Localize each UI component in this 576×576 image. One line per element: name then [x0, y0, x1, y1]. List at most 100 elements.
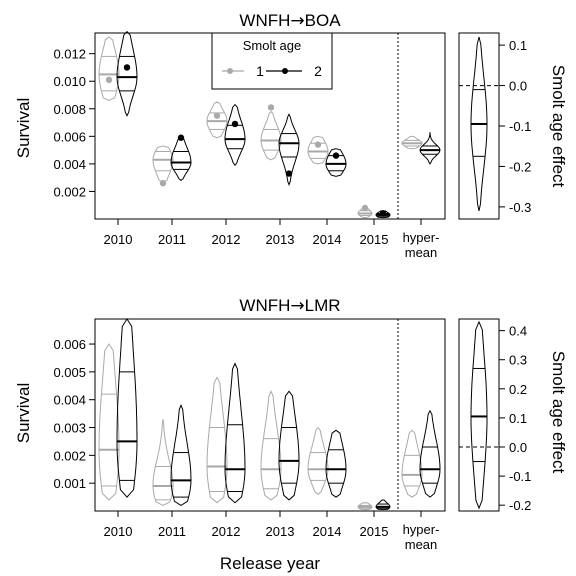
effect-y-tick-label: -0.3	[509, 200, 531, 215]
observed-point-age2-2013	[285, 170, 293, 177]
legend-entry-age2: 2	[266, 63, 322, 79]
y-tick-label: 0.001	[53, 476, 86, 491]
x-tick-label-hypermean-2: mean	[405, 537, 438, 552]
effect-y-tick-label: 0.0	[509, 440, 527, 455]
x-tick-label-hypermean-2: mean	[405, 245, 438, 260]
observed-point-age1-2011	[159, 179, 167, 187]
violin-age1-hyper-mean	[401, 429, 423, 498]
observed-point-age1-2013	[267, 104, 275, 111]
violin-age2-2012	[224, 103, 246, 167]
bottom-effect-frame	[458, 318, 500, 512]
x-axis-label: Release year	[220, 554, 321, 573]
violin-age1-2010	[98, 36, 120, 102]
x-tick-label-2013: 2013	[266, 524, 295, 539]
bottom-right-ylabel: Smolt age effect	[549, 351, 568, 474]
observed-point-age1-2015	[361, 204, 369, 212]
effect-y-tick-label: 0.1	[509, 38, 527, 53]
x-tick-label-2011: 2011	[158, 232, 186, 247]
observed-point-age2-2011	[177, 134, 185, 141]
bottom-effect-axis: 0.4 0.3 0.2 0.1 0.0 -0.1 -0.2	[499, 324, 531, 513]
legend-title: Smolt age	[243, 38, 302, 53]
x-tick-label-2014: 2014	[313, 232, 342, 247]
effect-y-tick-label: 0.4	[509, 324, 527, 339]
y-tick-label: 0.012	[53, 47, 86, 62]
legend-label-age1: 1	[256, 63, 264, 79]
violin-age2-2015	[375, 499, 391, 511]
violin-age1-2013	[260, 390, 282, 501]
observed-point-age2-2014	[332, 152, 340, 159]
violin-age2-2012	[224, 362, 246, 504]
x-tick-label-hypermean-1: hyper-	[403, 522, 440, 537]
violin-age2-hyper-mean	[419, 132, 441, 165]
x-tick-label-2011: 2011	[158, 524, 186, 539]
effect-violin	[470, 320, 488, 510]
violin-age1-2012	[206, 376, 228, 504]
bottom-x-axis: 2010 2011 2012 2013 2014 2015 hyper-mean	[104, 511, 440, 552]
y-tick-label: 0.006	[53, 337, 86, 352]
x-tick-label-2013: 2013	[266, 232, 295, 247]
effect-y-tick-label: -0.2	[509, 498, 531, 513]
violin-age2-2014	[325, 429, 347, 498]
x-tick-label-2015: 2015	[360, 524, 389, 539]
x-tick-label-2010: 2010	[104, 524, 133, 539]
legend-marker-age1	[227, 68, 233, 74]
y-tick-label: 0.004	[53, 157, 86, 172]
effect-y-tick-label: 0.3	[509, 353, 527, 368]
top-title: WNFH→BOA	[239, 11, 341, 31]
top-right-ylabel: Smolt age effect	[549, 65, 568, 188]
y-tick-label: 0.008	[53, 102, 86, 117]
bottom-violins	[98, 318, 441, 511]
y-tick-label: 0.005	[53, 365, 86, 380]
observed-point-age2-2012	[231, 120, 239, 128]
observed-point-age2-2010	[123, 64, 131, 71]
top-ylabel: Survival	[14, 98, 33, 158]
top-effect-panel	[459, 36, 499, 212]
top-y-axis: 0.002 0.004 0.006 0.008 0.010 0.012	[53, 47, 95, 199]
violin-age1-2014	[307, 135, 329, 165]
violin-age2-hyper-mean	[419, 409, 441, 498]
violin-age2-2010	[116, 30, 138, 117]
violin-age2-2014	[325, 148, 347, 177]
bottom-chart: WNFH→LMR 0.0010.0020.0030.0040.0050.006 …	[14, 296, 568, 573]
legend-label-age2: 2	[314, 63, 322, 79]
top-effect-axis: 0.1 0.0 -0.1 -0.2 -0.3	[499, 38, 531, 215]
effect-y-tick-label: -0.1	[509, 469, 531, 484]
bottom-plot-frame	[94, 318, 446, 512]
x-tick-label-2012: 2012	[212, 524, 241, 539]
violin-age1-2014	[307, 426, 329, 495]
y-tick-label: 0.004	[53, 393, 86, 408]
legend-entry-age1: 1	[222, 63, 264, 79]
x-tick-label-2015: 2015	[360, 232, 389, 247]
violin-age2-2011	[170, 137, 192, 182]
top-violins	[98, 30, 441, 219]
violin-age2-2011	[170, 403, 192, 506]
y-tick-label: 0.003	[53, 421, 86, 436]
y-tick-label: 0.006	[53, 129, 86, 144]
x-tick-label-hypermean-1: hyper-	[403, 230, 440, 245]
effect-y-tick-label: 0.0	[509, 79, 527, 94]
effect-y-tick-label: -0.1	[509, 119, 531, 134]
effect-y-tick-label: 0.2	[509, 382, 527, 397]
violin-age2-2010	[116, 318, 138, 498]
y-tick-label: 0.002	[53, 448, 86, 463]
observed-point-age2-2015	[379, 210, 387, 217]
top-x-axis: 2010 2011 2012 2013 2014 2015 hyper-mean	[104, 219, 440, 260]
bottom-ylabel: Survival	[14, 383, 33, 443]
observed-point-age1-2010	[105, 76, 113, 84]
top-chart: WNFH→BOA 0.0020.0040.0060.0080.0100.012 …	[14, 11, 568, 260]
violin-age1-2011	[152, 419, 174, 506]
x-tick-label-2014: 2014	[313, 524, 342, 539]
legend-marker-age2	[282, 68, 288, 74]
y-tick-label: 0.002	[53, 184, 86, 199]
violin-age1-2013	[260, 110, 282, 161]
y-tick-label: 0.010	[53, 74, 86, 89]
observed-point-age1-2012	[213, 112, 221, 119]
violin-age2-2013	[278, 113, 300, 186]
top-effect-frame	[458, 32, 500, 220]
violin-age1-2010	[98, 343, 120, 501]
effect-violin	[470, 36, 488, 212]
bottom-title: WNFH→LMR	[239, 296, 340, 316]
x-tick-label-2010: 2010	[104, 232, 133, 247]
legend-box	[211, 32, 333, 90]
